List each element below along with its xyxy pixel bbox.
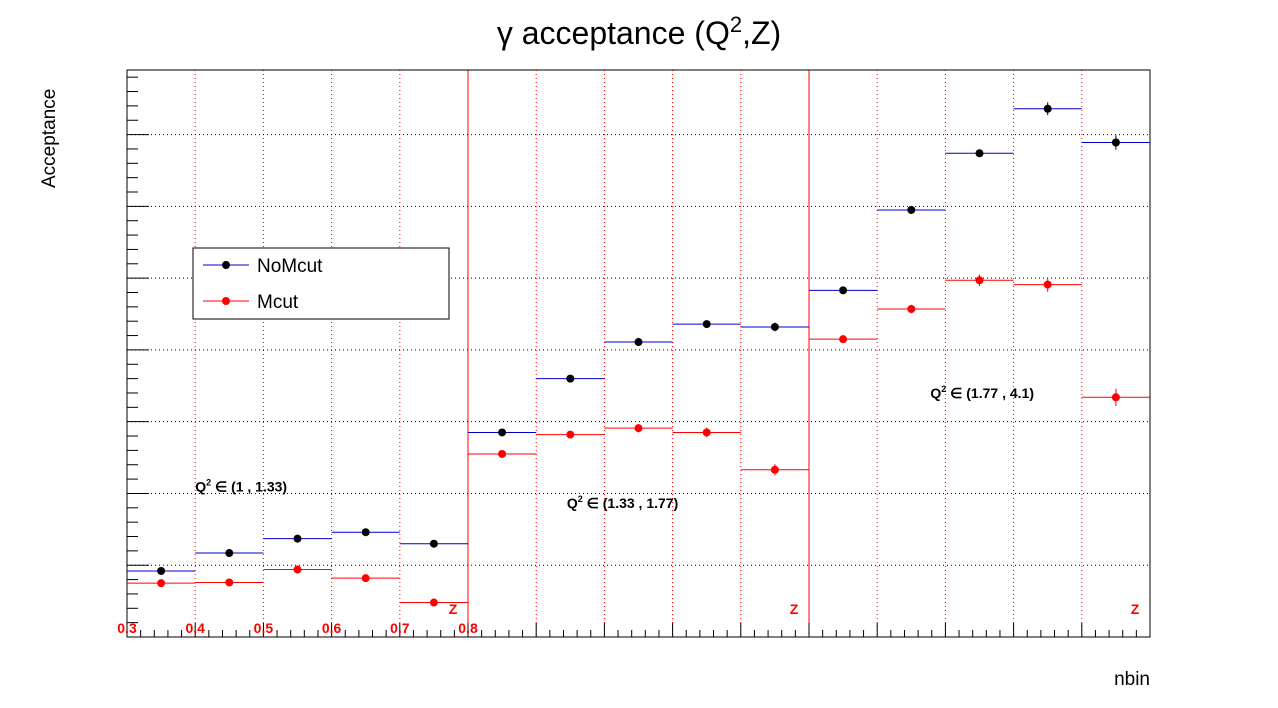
- q2-annotation-superscript: 2: [206, 477, 211, 487]
- nomcut-point: [975, 149, 984, 158]
- z-bin-label: 0.4: [185, 620, 205, 636]
- q2-annotation-prefix: Q: [930, 385, 941, 401]
- z-axis-label: Z: [449, 601, 458, 617]
- chart-title-superscript: 2: [730, 12, 742, 37]
- nomcut-point: [839, 286, 848, 295]
- chart-title-prefix: γ acceptance (Q: [497, 15, 730, 51]
- mcut-point: [975, 276, 984, 285]
- q2-annotation-range: ∈ (1.33 , 1.77): [583, 495, 678, 511]
- grid-lines: [127, 70, 1150, 637]
- mcut-point: [225, 578, 234, 587]
- mcut-point: [1111, 393, 1120, 402]
- z-bin-label: 0.8: [458, 620, 478, 636]
- z-axis-label: Z: [1131, 601, 1140, 617]
- nomcut-point: [770, 322, 779, 331]
- nomcut-point: [157, 566, 166, 575]
- nomcut-point: [225, 549, 234, 558]
- nomcut-point: [429, 539, 438, 548]
- nomcut-point: [1043, 104, 1052, 113]
- mcut-point: [1043, 280, 1052, 289]
- z-bin-label: 0.6: [322, 620, 342, 636]
- mcut-point: [839, 335, 848, 344]
- z-bin-label: 0.3: [117, 620, 137, 636]
- mcut-point: [770, 465, 779, 474]
- q2-range-annotation: Q2 ∈ (1.33 , 1.77): [567, 494, 678, 511]
- q2-annotation-prefix: Q: [195, 478, 206, 494]
- nomcut-point: [498, 428, 507, 437]
- q2-annotation-superscript: 2: [578, 494, 583, 504]
- mcut-point: [566, 430, 575, 439]
- z-bin-label: 0.5: [254, 620, 274, 636]
- z-axis-label: Z: [790, 601, 799, 617]
- mcut-point: [907, 305, 916, 314]
- legend-label-mcut: Mcut: [257, 292, 299, 313]
- legend-marker-mcut: [222, 297, 230, 305]
- mcut-point: [361, 574, 370, 583]
- nomcut-point: [566, 374, 575, 383]
- legend-box: [192, 247, 450, 320]
- plot-frame: [126, 69, 1151, 638]
- series-nomcut: [127, 102, 1150, 575]
- q2-annotation-superscript: 2: [941, 384, 946, 394]
- q2-range-annotation: Q2 ∈ (1.77 , 4.1): [930, 384, 1034, 401]
- nomcut-point: [907, 205, 916, 214]
- nomcut-point: [1111, 138, 1120, 147]
- axes: [126, 76, 1151, 638]
- q2-annotation-range: ∈ (1.77 , 4.1): [946, 385, 1034, 401]
- annotations: Q2 ∈ (1 , 1.33)Q2 ∈ (1.33 , 1.77)Q2 ∈ (1…: [117, 384, 1139, 636]
- legend-marker-nomcut: [222, 261, 230, 269]
- series-mcut: [127, 274, 1150, 607]
- mcut-point: [498, 449, 507, 458]
- data-series: [127, 102, 1150, 607]
- q2-range-annotation: Q2 ∈ (1 , 1.33): [195, 477, 287, 494]
- legend-label-nomcut: NoMcut: [257, 256, 323, 277]
- nomcut-point: [634, 338, 643, 347]
- mcut-point: [634, 424, 643, 433]
- mcut-point: [702, 428, 711, 437]
- y-axis-label: Acceptance: [39, 89, 60, 188]
- chart-title-suffix: ,Z): [742, 15, 781, 51]
- nomcut-point: [702, 320, 711, 329]
- q2-bin-separators: [467, 70, 810, 637]
- nomcut-point: [293, 534, 302, 543]
- nomcut-point: [361, 528, 370, 537]
- legend: NoMcut Mcut: [192, 247, 450, 320]
- q2-annotation-prefix: Q: [567, 495, 578, 511]
- z-bin-label: 0.7: [390, 620, 410, 636]
- mcut-point: [157, 579, 166, 588]
- chart-title: γ acceptance (Q2,Z): [497, 12, 781, 51]
- mcut-point: [293, 565, 302, 574]
- x-axis-label: nbin: [1114, 669, 1150, 690]
- mcut-point: [429, 598, 438, 607]
- q2-annotation-range: ∈ (1 , 1.33): [211, 478, 287, 494]
